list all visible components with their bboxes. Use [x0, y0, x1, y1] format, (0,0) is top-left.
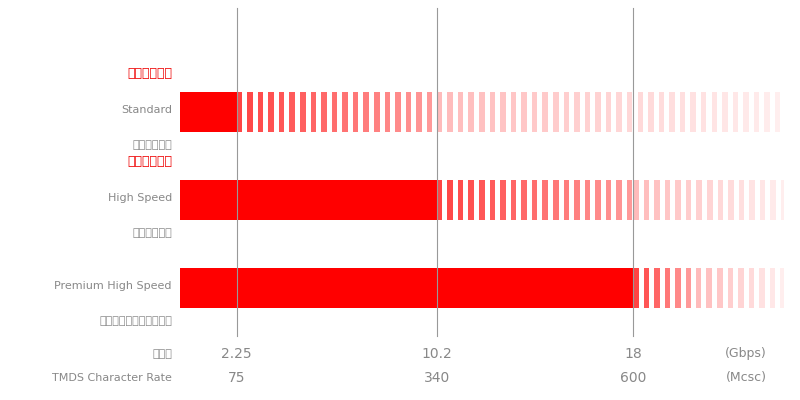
Text: 75: 75	[228, 371, 246, 385]
Text: 2.25: 2.25	[222, 347, 252, 361]
Text: 340: 340	[423, 371, 450, 385]
Text: 帯域幅: 帯域幅	[152, 349, 172, 359]
Text: ハイスピード: ハイスピード	[132, 228, 172, 238]
Text: 18: 18	[624, 347, 642, 361]
Text: (Mcsc): (Mcsc)	[726, 372, 766, 384]
Text: 600: 600	[620, 371, 646, 385]
Text: TMDS Character Rate: TMDS Character Rate	[52, 373, 172, 383]
Text: カテゴリー１: カテゴリー１	[127, 67, 172, 80]
Text: 10.2: 10.2	[422, 347, 452, 361]
Text: カテゴリー２: カテゴリー２	[127, 155, 172, 168]
Text: (Gbps): (Gbps)	[726, 348, 767, 360]
Text: Standard: Standard	[121, 105, 172, 115]
Text: Premium High Speed: Premium High Speed	[54, 281, 172, 291]
Text: スタンダード: スタンダード	[132, 140, 172, 150]
Text: High Speed: High Speed	[108, 193, 172, 203]
Text: プレミアムハイスピード: プレミアムハイスピード	[99, 316, 172, 326]
